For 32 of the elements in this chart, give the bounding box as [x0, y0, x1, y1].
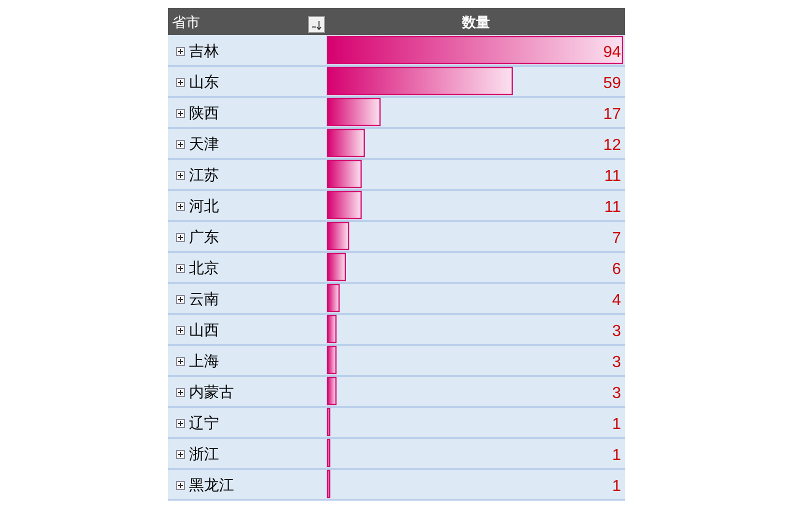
- ylabel: 省市: [172, 15, 200, 31]
- data-label: 1: [612, 478, 621, 495]
- data-label: 7: [612, 230, 621, 247]
- data-label: 3: [612, 323, 621, 340]
- data-label: 3: [612, 354, 621, 371]
- data-label: 11: [604, 199, 621, 216]
- data-label: 4: [612, 292, 621, 309]
- category: 吉林: [189, 42, 219, 60]
- data-label: 12: [603, 137, 621, 154]
- data-label: 1: [612, 447, 621, 464]
- category: 云南: [189, 290, 219, 308]
- category: 辽宁: [189, 414, 219, 432]
- category: 山西: [189, 321, 219, 339]
- category: 上海: [189, 352, 219, 370]
- data-label: 1: [612, 416, 621, 433]
- category: 天津: [189, 135, 219, 153]
- category: 山东: [189, 73, 219, 91]
- category: 内蒙古: [189, 383, 234, 401]
- category: 广东: [189, 228, 219, 246]
- data-label: 59: [603, 75, 621, 92]
- category: 陕西: [189, 104, 219, 122]
- category: 江苏: [189, 166, 219, 184]
- data-label: 17: [603, 106, 621, 123]
- category: 河北: [189, 197, 219, 215]
- data-label: 11: [604, 168, 621, 185]
- category: 北京: [189, 259, 219, 277]
- data-label: 6: [612, 261, 621, 278]
- category: 浙江: [189, 445, 219, 463]
- data-label: 3: [612, 385, 621, 402]
- category: 黑龙江: [189, 476, 234, 494]
- xlabel: 数量: [462, 15, 490, 31]
- data-label: 94: [603, 44, 621, 61]
